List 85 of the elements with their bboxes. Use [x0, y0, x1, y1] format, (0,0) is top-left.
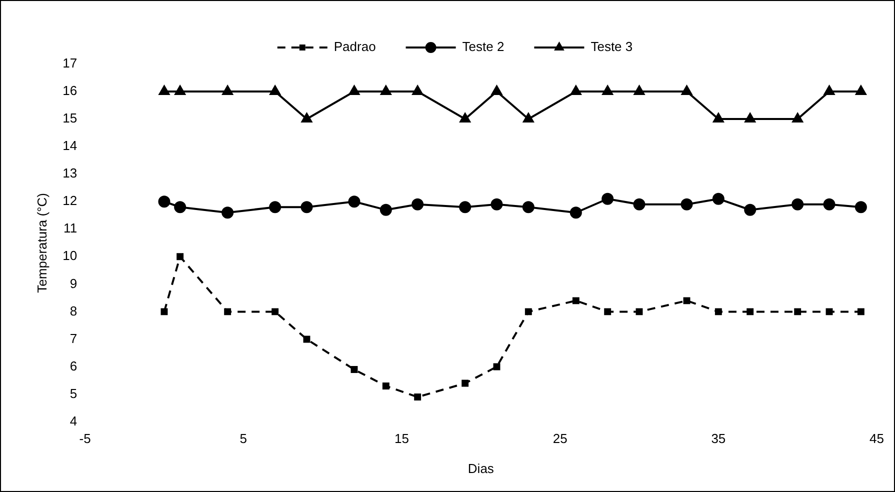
point	[604, 308, 612, 316]
point	[744, 204, 756, 216]
point	[224, 308, 232, 316]
y-tick-label: 17	[62, 56, 78, 71]
point	[794, 308, 802, 316]
point	[681, 86, 692, 96]
point	[680, 198, 693, 210]
point	[522, 201, 534, 214]
point	[746, 308, 754, 316]
point	[493, 363, 500, 370]
point	[174, 86, 186, 96]
point	[856, 86, 866, 96]
point	[174, 201, 186, 214]
point	[382, 382, 390, 390]
x-tick-label: 25	[552, 431, 568, 446]
y-tick-label: 14	[62, 138, 78, 154]
y-tick-label: 15	[62, 110, 78, 126]
point	[303, 336, 310, 343]
point	[348, 196, 360, 208]
point	[634, 86, 645, 96]
point	[792, 113, 803, 123]
point	[602, 192, 614, 205]
x-tick-label: 35	[711, 431, 726, 446]
point	[176, 253, 184, 260]
point	[633, 198, 646, 210]
legend-label: Teste 3	[590, 39, 633, 54]
legend-label: Teste 2	[462, 39, 504, 54]
y-tick-label: 12	[62, 193, 78, 208]
point	[636, 308, 643, 316]
point	[412, 86, 423, 96]
point	[857, 308, 864, 316]
y-tick-label: 6	[70, 358, 78, 374]
y-tick-label: 11	[64, 220, 78, 236]
point	[570, 206, 582, 219]
x-tick-label: 5	[240, 431, 248, 446]
y-tick-label: 10	[62, 248, 78, 264]
point	[158, 196, 170, 208]
point	[272, 308, 279, 316]
x-tick-label: -5	[79, 431, 91, 446]
point	[301, 113, 312, 123]
point	[713, 113, 724, 123]
point	[414, 394, 422, 401]
x-tick-label: 45	[870, 431, 884, 446]
point	[348, 86, 360, 96]
point	[269, 201, 282, 214]
point	[792, 198, 804, 210]
point	[380, 204, 392, 216]
point	[460, 113, 470, 123]
y-tick-label: 8	[70, 303, 78, 318]
point	[412, 198, 424, 210]
y-tick-label: 13	[62, 166, 78, 181]
legend-label: Padrao	[334, 39, 376, 54]
point	[160, 308, 168, 316]
point	[714, 308, 722, 316]
x-axis-title: Dias	[468, 460, 494, 476]
point	[824, 86, 835, 96]
point	[524, 308, 532, 316]
point	[491, 86, 502, 96]
point	[602, 86, 613, 96]
point	[158, 86, 170, 96]
point	[854, 201, 867, 214]
point	[826, 308, 833, 316]
y-tick-label: 7	[70, 330, 78, 346]
point	[350, 366, 358, 373]
point	[222, 206, 234, 219]
point	[823, 198, 836, 210]
y-tick-label: 4	[70, 413, 78, 428]
point	[222, 86, 233, 96]
point	[572, 297, 580, 304]
point	[462, 380, 469, 387]
y-axis-title: Temperatura (°C)	[34, 192, 50, 293]
y-tick-label: 16	[62, 83, 78, 98]
point	[712, 192, 724, 205]
x-tick-label: 15	[394, 431, 409, 446]
point	[270, 86, 280, 96]
point	[570, 86, 582, 96]
y-tick-label: 9	[70, 276, 78, 291]
y-tick-label: 5	[70, 386, 78, 401]
point	[459, 201, 472, 214]
point	[300, 201, 313, 214]
point	[490, 198, 503, 210]
point	[744, 113, 756, 123]
point	[380, 86, 392, 96]
point	[683, 297, 690, 304]
point	[523, 113, 534, 123]
